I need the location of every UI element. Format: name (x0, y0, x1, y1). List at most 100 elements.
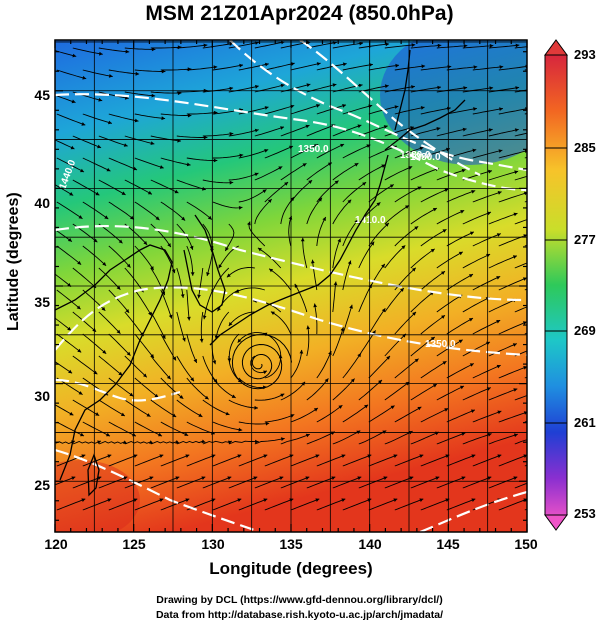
streamline-arrow (280, 437, 285, 441)
streamline (202, 476, 232, 489)
streamline-arrow (107, 454, 112, 458)
contour-line (55, 448, 261, 532)
y-tick-label: 35 (34, 294, 50, 310)
streamline (368, 355, 391, 379)
streamline (394, 226, 419, 247)
streamline (108, 454, 138, 467)
streamline (462, 211, 492, 225)
streamline (358, 164, 386, 181)
y-tick-label: 45 (34, 87, 50, 103)
streamline-arrow (123, 143, 128, 147)
streamline (134, 333, 155, 359)
streamline (342, 404, 369, 423)
streamline (280, 433, 310, 445)
colorbar-label: 293 (574, 47, 596, 62)
contour-line (419, 490, 527, 532)
streamline-arrow (324, 378, 329, 383)
streamline (124, 135, 155, 145)
streamline (124, 223, 148, 246)
streamline (150, 91, 182, 94)
streamline (436, 209, 465, 225)
streamline-arrow (68, 369, 73, 374)
streamline (498, 366, 527, 379)
streamline-arrow (203, 135, 208, 140)
streamline (316, 350, 332, 379)
y-tick-label: 40 (34, 195, 50, 211)
streamline (124, 399, 151, 417)
streamline (134, 157, 164, 169)
streamline (212, 201, 243, 209)
streamline (280, 163, 307, 181)
streamline-arrow (513, 476, 518, 480)
streamline (226, 267, 255, 278)
streamline (160, 113, 192, 117)
streamline (160, 157, 191, 166)
streamline (228, 440, 259, 445)
streamline (436, 251, 464, 269)
streamline (134, 201, 160, 221)
streamline-arrow (227, 476, 232, 480)
streamline (420, 107, 451, 115)
streamline-arrow (496, 233, 501, 237)
streamline-arrow (421, 64, 426, 69)
streamline (420, 270, 446, 291)
streamline-arrow (185, 498, 190, 502)
streamline-arrow (409, 476, 414, 480)
streamline-arrow (523, 191, 527, 196)
streamline (238, 149, 269, 159)
x-tick-label: 150 (514, 536, 538, 552)
streamline-arrow (161, 69, 166, 74)
streamline-arrow (187, 113, 192, 118)
streamline-arrow (267, 199, 272, 203)
streamline (55, 361, 73, 374)
streamline-arrow (161, 116, 166, 121)
streamline (202, 179, 234, 184)
streamline-arrow (255, 84, 259, 89)
streamline (203, 289, 214, 320)
streamline-arrow (523, 366, 527, 370)
coastline-korea (183, 214, 226, 313)
colorbar (544, 39, 568, 531)
streamline (202, 42, 234, 49)
streamline-arrow (254, 405, 258, 410)
streamline (462, 387, 491, 401)
streamline (264, 498, 294, 511)
streamline-arrow (540, 213, 544, 217)
streamline (368, 222, 390, 247)
streamline-arrow (486, 253, 491, 258)
streamline (82, 69, 113, 77)
streamline-arrow (370, 241, 375, 246)
streamline-arrow (376, 202, 381, 207)
streamline (514, 482, 527, 489)
streamline (186, 289, 190, 321)
credit-drawing: Drawing by DCL (https://www.gfd-dennou.o… (156, 594, 443, 606)
streamline-arrow (497, 191, 502, 195)
contour-label: 1380.0 (400, 150, 431, 161)
streamline (55, 94, 76, 103)
streamline (82, 498, 112, 511)
streamline-arrow (102, 262, 107, 266)
streamline (124, 311, 144, 337)
axis-tick-marks (54, 40, 528, 532)
streamline (72, 47, 103, 55)
streamline (306, 197, 323, 225)
streamline-arrow (180, 294, 185, 298)
colorbar-label: 285 (574, 140, 596, 155)
streamline-arrow (444, 408, 449, 412)
streamline (254, 126, 285, 137)
streamline (150, 476, 180, 489)
streamline-arrow (305, 476, 310, 480)
colorbar-label: 269 (574, 323, 596, 338)
coastline-taiwan (87, 453, 100, 497)
streamline-arrow (101, 306, 106, 311)
streamline-arrow (121, 191, 126, 195)
streamline-arrow (390, 405, 395, 410)
streamline-arrow (341, 454, 346, 458)
streamline-arrow (381, 308, 386, 313)
streamline-arrow (541, 86, 545, 90)
streamline-arrow (71, 476, 76, 480)
streamline-arrow (78, 391, 83, 395)
streamline (72, 476, 102, 489)
streamline-arrow (499, 65, 504, 69)
